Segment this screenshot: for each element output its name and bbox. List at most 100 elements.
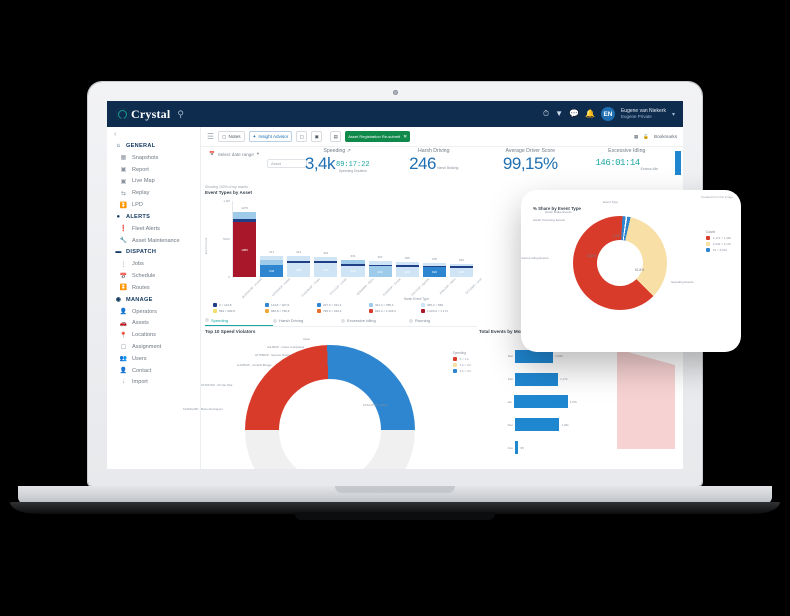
- legend-item[interactable]: 682,8 < 796,6: [265, 309, 311, 313]
- sidebar-group-manage[interactable]: ◉ MANAGE: [107, 294, 200, 306]
- kpi-harsh-driving[interactable]: Harsh Driving 246 Harsh Braking: [386, 147, 483, 183]
- legend-item[interactable]: 455,2 < 569: [421, 303, 467, 307]
- legend-item[interactable]: 61 < 4,61k: [705, 248, 731, 252]
- bookmarks-label[interactable]: Bookmarks: [654, 134, 677, 139]
- history-icon[interactable]: ⏱: [542, 109, 550, 118]
- sidebar-item-snapshots[interactable]: ▦ Snapshots: [107, 152, 200, 164]
- chart-tabs[interactable]: ◎ Speeding ◎ Harsh Driving ◎ Excessive Idling…: [205, 315, 477, 327]
- tab-excessive-idling[interactable]: ◎ Excessive Idling: [341, 315, 409, 326]
- sidebar-item-routes[interactable]: ⏬ Routes: [107, 282, 200, 294]
- sidebar-item-import[interactable]: ↓ Import: [107, 377, 200, 389]
- notes-button[interactable]: ▢ Notes: [218, 131, 245, 142]
- legend-item[interactable]: 2 k < 3 k: [452, 369, 471, 373]
- bar[interactable]: 417 246: [260, 250, 284, 277]
- layout-icon[interactable]: ▣: [311, 131, 323, 142]
- bar-segment: [260, 260, 284, 265]
- sidebar-group-dispatch[interactable]: ▬ DISPATCH: [107, 246, 200, 258]
- tab-speeding[interactable]: ◎ Speeding: [205, 315, 273, 326]
- bar-row[interactable]: Nov 95: [501, 441, 577, 455]
- select-icon[interactable]: ▤: [330, 131, 342, 142]
- bar[interactable]: 295 200: [395, 256, 419, 277]
- users-icon: 👥: [119, 356, 128, 363]
- floating-panel-share-by-event-type[interactable]: Created from this image % Share by Event…: [521, 190, 741, 352]
- horizontal-bar-series[interactable]: Mar 1,034 Feb 1,17k Jan 1,57k Dec 1,20k Nov 95: [501, 345, 577, 459]
- sidebar-item-lpd[interactable]: ⏬ LPD: [107, 199, 200, 211]
- asset-search-input[interactable]: Asset: [267, 159, 307, 168]
- sidebar-item-jobs[interactable]: ⋮ Jobs: [107, 258, 200, 270]
- filter-icon[interactable]: ▼: [555, 109, 564, 118]
- bar-row[interactable]: Feb 1,17k: [501, 372, 577, 386]
- bar[interactable]: 1275 1080: [233, 206, 257, 277]
- legend-item[interactable]: 1 k < 2 k: [452, 363, 471, 367]
- chat-icon[interactable]: 💬: [569, 109, 579, 118]
- bar[interactable]: 278 190: [422, 257, 446, 277]
- jobs-icon: ⋮: [120, 261, 127, 268]
- popup-hint-text: Created from this image: [700, 195, 733, 199]
- bar[interactable]: 331 225: [341, 254, 365, 277]
- legend-item[interactable]: 341,4 < 455,2: [369, 303, 415, 307]
- brand-logo[interactable]: Crystal: [107, 107, 170, 122]
- legend-item[interactable]: 1,17k < 1,46k: [705, 236, 731, 240]
- bar[interactable]: 414 280: [287, 250, 311, 277]
- legend-item[interactable]: 796,6 < 910,4: [317, 309, 363, 313]
- bar-series[interactable]: 1275 1080 417 246 414 280 391 270 331 225 307 210 29…: [233, 201, 473, 277]
- legend-item[interactable]: 227,6 < 341,4: [317, 303, 363, 307]
- gauge-chart[interactable]: Asset KCSL47GP - Jacob KCW41HSP - Mario …: [183, 337, 415, 469]
- donut-chart[interactable]: Event Type Harsh Brake Events Harsh Corn…: [521, 200, 694, 310]
- avatar[interactable]: EN: [600, 107, 615, 121]
- chevron-down-icon[interactable]: ▾: [671, 111, 675, 118]
- sidebar-item-live-map[interactable]: ▣ Live Map: [107, 176, 200, 188]
- kpi-speeding[interactable]: Speeding ↗ 3,4k 89:17:22 Speeding Durati…: [289, 147, 386, 183]
- close-icon[interactable]: ✕: [403, 133, 408, 140]
- sidebar-item-fleet-alerts[interactable]: ❗ Fleet Alerts: [107, 223, 200, 235]
- legend-item[interactable]: 910,4 < 1 024,2: [369, 309, 415, 313]
- bar[interactable]: 307 210: [368, 255, 392, 277]
- legend-items[interactable]: 1,17k < 1,46k 2,24k < 3,17k 61 < 4,61k: [705, 236, 731, 252]
- legend-item[interactable]: 1 024,2 < 1 171: [421, 309, 467, 313]
- bar-row[interactable]: Jan 1,57k: [501, 395, 577, 409]
- legend-items[interactable]: 0 < 113,8 113,8 < 227,6 227,6 < 341,4 341,4…: [211, 301, 469, 313]
- bar-row[interactable]: Dec 1,20k: [501, 418, 577, 432]
- legend-item[interactable]: 113,8 < 227,6: [265, 303, 311, 307]
- filter-chip-asset-registration[interactable]: Asset Registration Re-submit ✕: [345, 131, 411, 142]
- sidebar-item-users[interactable]: 👥 Users: [107, 353, 200, 365]
- bell-icon[interactable]: 🔔: [584, 109, 595, 118]
- sidebar-group-alerts[interactable]: ● ALERTS: [107, 211, 200, 223]
- bookmark-icon[interactable]: ▢: [296, 131, 308, 142]
- gauge-icon: ◎: [409, 317, 414, 323]
- sidebar-item-report[interactable]: ▣ Report: [107, 164, 200, 176]
- legend-item[interactable]: 0 < 1 k: [452, 357, 471, 361]
- sidebar-collapse-icon[interactable]: ‹: [114, 131, 117, 138]
- sidebar-item-locations[interactable]: 📍 Locations: [107, 329, 200, 341]
- insight-advisor-button[interactable]: ✦ Insight Advisor: [248, 131, 293, 142]
- bar[interactable]: 262 180: [449, 258, 473, 277]
- sidebar-item-contact[interactable]: 👤 Contact: [107, 365, 200, 377]
- legend-items[interactable]: 0 < 1 k 1 k < 2 k 2 k < 3 k: [452, 357, 471, 373]
- search-icon[interactable]: ⚲: [177, 108, 184, 119]
- legend-item[interactable]: 2,24k < 3,17k: [705, 242, 731, 246]
- funnel-shape[interactable]: [617, 349, 675, 449]
- legend-item[interactable]: 0 < 113,8: [213, 303, 259, 307]
- kpi-excessive-idling[interactable]: Excessive Idling 146:01:14 Excess Idle: [579, 147, 676, 183]
- kpi-accent-bar: [675, 151, 681, 175]
- date-range-selector[interactable]: 📅 Select date range ▾: [209, 151, 259, 157]
- legend-item[interactable]: 569 < 682,8: [213, 309, 259, 313]
- sidebar-item-replay[interactable]: ⇆ Replay: [107, 187, 200, 199]
- bar-segment: 1080: [233, 222, 257, 277]
- unlock-icon[interactable]: 🔓: [643, 133, 650, 139]
- sidebar-item-assets[interactable]: 🚗 Assets: [107, 318, 200, 330]
- hamburger-icon[interactable]: ☰: [207, 131, 215, 141]
- date-range-label: Select date range: [217, 151, 254, 157]
- sidebar-item-assignment[interactable]: ☐ Assignment: [107, 341, 200, 353]
- sidebar-group-general[interactable]: ⌂ GENERAL: [107, 140, 200, 152]
- sidebar-item-asset-maintenance[interactable]: 🔧 Asset Maintenance: [107, 235, 200, 247]
- bar[interactable]: 391 270: [314, 251, 338, 277]
- kpi-driver-score[interactable]: Average Driver Score 99,15%: [482, 147, 579, 183]
- sidebar-item-schedule[interactable]: 📅 Schedule: [107, 270, 200, 282]
- grid-icon[interactable]: ▦: [633, 133, 639, 139]
- sidebar-item-operators[interactable]: 👤 Operators: [107, 306, 200, 318]
- bar-row[interactable]: Mar 1,034: [501, 349, 577, 363]
- tab-running[interactable]: ◎ Running: [409, 315, 477, 326]
- y-tick: 0: [228, 275, 230, 279]
- tab-harsh-driving[interactable]: ◎ Harsh Driving: [273, 315, 341, 326]
